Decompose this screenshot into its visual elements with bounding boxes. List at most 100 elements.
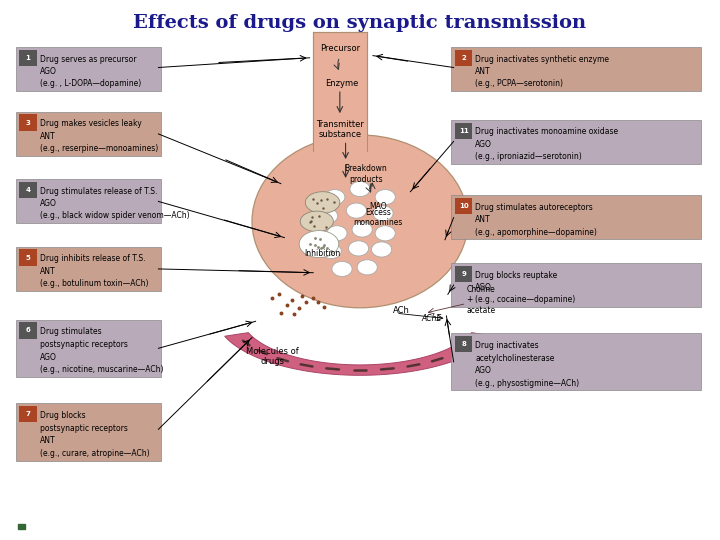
Text: Drug inactivates: Drug inactivates (475, 341, 539, 350)
Text: Inhibition: Inhibition (305, 249, 341, 258)
Text: (e.g., iproniazid—serotonin): (e.g., iproniazid—serotonin) (475, 152, 582, 161)
Text: AGO: AGO (475, 283, 492, 292)
Ellipse shape (372, 242, 392, 257)
Text: 11: 11 (459, 127, 469, 134)
Ellipse shape (332, 261, 352, 276)
Text: Drug stimulates autoreceptors: Drug stimulates autoreceptors (475, 203, 593, 212)
Text: Effects of drugs on synaptic transmission: Effects of drugs on synaptic transmissio… (133, 14, 587, 31)
Text: ANT: ANT (40, 132, 55, 140)
Text: AGO: AGO (40, 199, 56, 208)
Text: Transmitter
substance: Transmitter substance (316, 120, 364, 139)
Ellipse shape (375, 226, 395, 241)
Text: ANT: ANT (475, 67, 491, 76)
Text: (e.g., black widow spider venom—ACh): (e.g., black widow spider venom—ACh) (40, 211, 189, 220)
Text: 7: 7 (26, 411, 30, 417)
Text: AGO: AGO (40, 67, 56, 76)
Text: (e.g. , L-DOPA—dopamine): (e.g. , L-DOPA—dopamine) (40, 79, 141, 88)
Text: Drug inactivates synthetic enzyme: Drug inactivates synthetic enzyme (475, 55, 609, 64)
FancyBboxPatch shape (455, 336, 472, 352)
FancyBboxPatch shape (455, 123, 472, 139)
Text: Drug inactivates monoamine oxidase: Drug inactivates monoamine oxidase (475, 127, 618, 137)
Text: ANT: ANT (475, 215, 491, 224)
Text: 5: 5 (26, 254, 30, 261)
Text: Molecules of
drugs: Molecules of drugs (246, 347, 299, 366)
FancyBboxPatch shape (16, 112, 161, 156)
FancyBboxPatch shape (451, 333, 701, 390)
Text: (e.g., reserpine—monoamines): (e.g., reserpine—monoamines) (40, 144, 158, 153)
Text: 3: 3 (26, 119, 30, 126)
Text: AChE: AChE (422, 314, 442, 323)
FancyBboxPatch shape (451, 47, 701, 91)
Text: Drug stimulates release of T.S.: Drug stimulates release of T.S. (40, 187, 157, 196)
FancyBboxPatch shape (19, 322, 37, 339)
Text: Breakdown
products: Breakdown products (344, 164, 387, 184)
Text: (e.g., curare, atropine—ACh): (e.g., curare, atropine—ACh) (40, 449, 149, 458)
Text: 4: 4 (26, 187, 30, 193)
Text: Drug inhibits release of T.S.: Drug inhibits release of T.S. (40, 254, 145, 264)
Text: ANT: ANT (40, 267, 55, 275)
Ellipse shape (300, 231, 339, 258)
Text: MAO: MAO (369, 202, 387, 211)
FancyBboxPatch shape (451, 263, 701, 307)
FancyBboxPatch shape (19, 182, 37, 198)
Text: Drug stimulates: Drug stimulates (40, 327, 102, 336)
Ellipse shape (252, 135, 468, 308)
Text: ANT: ANT (40, 436, 55, 446)
Ellipse shape (300, 211, 333, 232)
Text: 2: 2 (462, 55, 466, 61)
FancyBboxPatch shape (455, 266, 472, 282)
Text: AGO: AGO (475, 366, 492, 375)
Text: postsynaptic receptors: postsynaptic receptors (40, 340, 127, 349)
Ellipse shape (352, 222, 372, 237)
Ellipse shape (348, 241, 369, 256)
Ellipse shape (305, 192, 340, 213)
FancyBboxPatch shape (455, 50, 472, 66)
Polygon shape (225, 333, 495, 375)
FancyBboxPatch shape (16, 247, 161, 291)
Ellipse shape (373, 206, 393, 221)
Text: 1: 1 (26, 55, 30, 61)
Text: 8: 8 (462, 341, 466, 347)
Ellipse shape (346, 203, 366, 218)
Text: (e.g., nicotine, muscarine—ACh): (e.g., nicotine, muscarine—ACh) (40, 365, 163, 374)
FancyBboxPatch shape (19, 114, 37, 131)
Text: 9: 9 (462, 271, 466, 277)
Text: AGO: AGO (40, 353, 56, 362)
Text: (e.g., PCPA—serotonin): (e.g., PCPA—serotonin) (475, 79, 563, 88)
Text: Choline
+
acetate: Choline + acetate (467, 285, 495, 315)
Ellipse shape (318, 208, 338, 224)
FancyBboxPatch shape (313, 124, 367, 189)
Text: Enzyme: Enzyme (325, 79, 359, 88)
Text: (e.g., cocaine—dopamine): (e.g., cocaine—dopamine) (475, 295, 575, 304)
Text: Precursor: Precursor (320, 44, 360, 53)
FancyBboxPatch shape (455, 198, 472, 214)
Ellipse shape (350, 181, 370, 197)
Text: Drug serves as precursor: Drug serves as precursor (40, 55, 136, 64)
Text: Drug makes vesicles leaky: Drug makes vesicles leaky (40, 119, 141, 129)
FancyBboxPatch shape (451, 195, 701, 239)
Ellipse shape (357, 260, 377, 275)
FancyBboxPatch shape (16, 320, 161, 377)
Text: Excess
monoamines: Excess monoamines (354, 208, 402, 227)
Text: (e.g., apomorphine—dopamine): (e.g., apomorphine—dopamine) (475, 227, 597, 237)
FancyBboxPatch shape (16, 403, 161, 461)
Text: acetylcholinesterase: acetylcholinesterase (475, 354, 554, 362)
Text: (e.g., botulinum toxin—ACh): (e.g., botulinum toxin—ACh) (40, 279, 148, 288)
Text: ACh: ACh (392, 306, 410, 315)
FancyBboxPatch shape (16, 179, 161, 223)
FancyBboxPatch shape (451, 120, 701, 164)
Text: (e.g., physostigmine—ACh): (e.g., physostigmine—ACh) (475, 379, 580, 388)
FancyBboxPatch shape (19, 50, 37, 66)
Ellipse shape (321, 244, 341, 259)
Text: postsynaptic receptors: postsynaptic receptors (40, 424, 127, 433)
Text: Drug blocks reuptake: Drug blocks reuptake (475, 271, 557, 280)
FancyBboxPatch shape (19, 249, 37, 266)
Text: AGO: AGO (475, 140, 492, 149)
FancyBboxPatch shape (313, 32, 367, 151)
Text: Drug blocks: Drug blocks (40, 411, 85, 420)
Ellipse shape (327, 226, 347, 241)
FancyBboxPatch shape (19, 406, 37, 422)
Text: 6: 6 (26, 327, 30, 334)
Ellipse shape (325, 190, 345, 205)
Text: 10: 10 (459, 203, 469, 210)
